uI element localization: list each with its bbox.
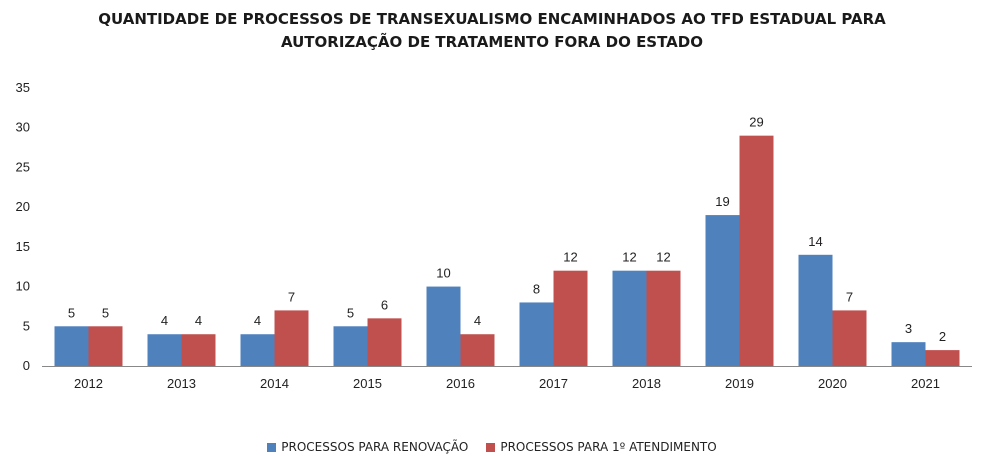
chart-title-line-2: AUTORIZAÇÃO DE TRATAMENTO FORA DO ESTADO xyxy=(280,33,703,51)
bar-renovacao-2012 xyxy=(54,326,89,366)
legend-item-renovacao: PROCESSOS PARA RENOVAÇÃO xyxy=(267,440,468,454)
legend-label-primeiro-atendimento: PROCESSOS PARA 1º ATENDIMENTO xyxy=(500,440,717,454)
y-tick-label-3: 15 xyxy=(16,239,30,254)
y-tick-label-4: 20 xyxy=(16,199,30,214)
legend-swatch-renovacao xyxy=(267,442,277,452)
data-label-primeiro-atendimento-2015: 6 xyxy=(381,297,388,312)
data-label-renovacao-2021: 3 xyxy=(905,321,912,336)
data-label-primeiro-atendimento-2013: 4 xyxy=(195,313,202,328)
chart-title: QUANTIDADE DE PROCESSOS DE TRANSEXUALISM… xyxy=(0,8,984,54)
bar-primeiro-atendimento-2013 xyxy=(181,334,216,366)
y-tick-label-7: 35 xyxy=(16,80,30,95)
bar-renovacao-2019 xyxy=(705,215,740,366)
bar-primeiro-atendimento-2014 xyxy=(274,310,309,366)
data-label-primeiro-atendimento-2021: 2 xyxy=(939,329,946,344)
data-label-renovacao-2019: 19 xyxy=(715,194,729,209)
bar-renovacao-2020 xyxy=(798,254,833,366)
data-label-renovacao-2020: 14 xyxy=(808,234,822,249)
bar-renovacao-2014 xyxy=(240,334,275,366)
bar-renovacao-2017 xyxy=(519,302,554,366)
data-label-primeiro-atendimento-2020: 7 xyxy=(846,289,853,304)
y-tick-label-1: 5 xyxy=(23,318,30,333)
legend-item-primeiro-atendimento: PROCESSOS PARA 1º ATENDIMENTO xyxy=(486,440,717,454)
bar-primeiro-atendimento-2021 xyxy=(925,350,960,366)
legend: PROCESSOS PARA RENOVAÇÃO PROCESSOS PARA … xyxy=(0,439,984,455)
bar-renovacao-2015 xyxy=(333,326,368,366)
bar-primeiro-atendimento-2019 xyxy=(739,135,774,366)
data-label-primeiro-atendimento-2018: 12 xyxy=(656,250,670,265)
data-label-primeiro-atendimento-2019: 29 xyxy=(749,115,763,130)
bar-renovacao-2018 xyxy=(612,270,647,366)
data-label-primeiro-atendimento-2016: 4 xyxy=(474,313,481,328)
bar-primeiro-atendimento-2015 xyxy=(367,318,402,366)
data-label-renovacao-2017: 8 xyxy=(533,281,540,296)
x-tick-label-2012: 2012 xyxy=(74,376,103,391)
legend-label-renovacao: PROCESSOS PARA RENOVAÇÃO xyxy=(281,440,469,454)
x-tick-label-2020: 2020 xyxy=(818,376,847,391)
data-label-renovacao-2012: 5 xyxy=(68,305,75,320)
data-label-renovacao-2014: 4 xyxy=(254,313,261,328)
y-tick-label-6: 30 xyxy=(16,120,30,135)
data-label-renovacao-2013: 4 xyxy=(161,313,168,328)
chart-title-line-1: QUANTIDADE DE PROCESSOS DE TRANSEXUALISM… xyxy=(98,10,886,28)
bar-renovacao-2013 xyxy=(147,334,182,366)
bar-primeiro-atendimento-2018 xyxy=(646,270,681,366)
y-tick-label-0: 0 xyxy=(23,358,30,373)
bar-primeiro-atendimento-2012 xyxy=(88,326,123,366)
x-tick-label-2018: 2018 xyxy=(632,376,661,391)
data-label-renovacao-2018: 12 xyxy=(622,250,636,265)
legend-swatch-primeiro-atendimento xyxy=(486,442,496,452)
x-tick-label-2013: 2013 xyxy=(167,376,196,391)
x-tick-label-2019: 2019 xyxy=(725,376,754,391)
data-label-primeiro-atendimento-2012: 5 xyxy=(102,305,109,320)
data-label-primeiro-atendimento-2014: 7 xyxy=(288,289,295,304)
x-tick-label-2016: 2016 xyxy=(446,376,475,391)
bar-chart: 0 5 10 15 20 25 30 35 5 5 2012 4 4 2013 4 7 2014 5 6 2015 10… xyxy=(16,80,972,391)
data-label-primeiro-atendimento-2017: 12 xyxy=(563,250,577,265)
y-tick-label-5: 25 xyxy=(16,159,30,174)
x-tick-label-2014: 2014 xyxy=(260,376,289,391)
bar-primeiro-atendimento-2017 xyxy=(553,270,588,366)
bar-renovacao-2016 xyxy=(426,286,461,366)
y-tick-label-2: 10 xyxy=(16,279,30,294)
x-tick-label-2017: 2017 xyxy=(539,376,568,391)
x-tick-label-2021: 2021 xyxy=(911,376,940,391)
bar-primeiro-atendimento-2020 xyxy=(832,310,867,366)
bar-primeiro-atendimento-2016 xyxy=(460,334,495,366)
data-label-renovacao-2016: 10 xyxy=(436,266,450,281)
x-tick-label-2015: 2015 xyxy=(353,376,382,391)
bar-renovacao-2021 xyxy=(891,342,926,366)
data-label-renovacao-2015: 5 xyxy=(347,305,354,320)
